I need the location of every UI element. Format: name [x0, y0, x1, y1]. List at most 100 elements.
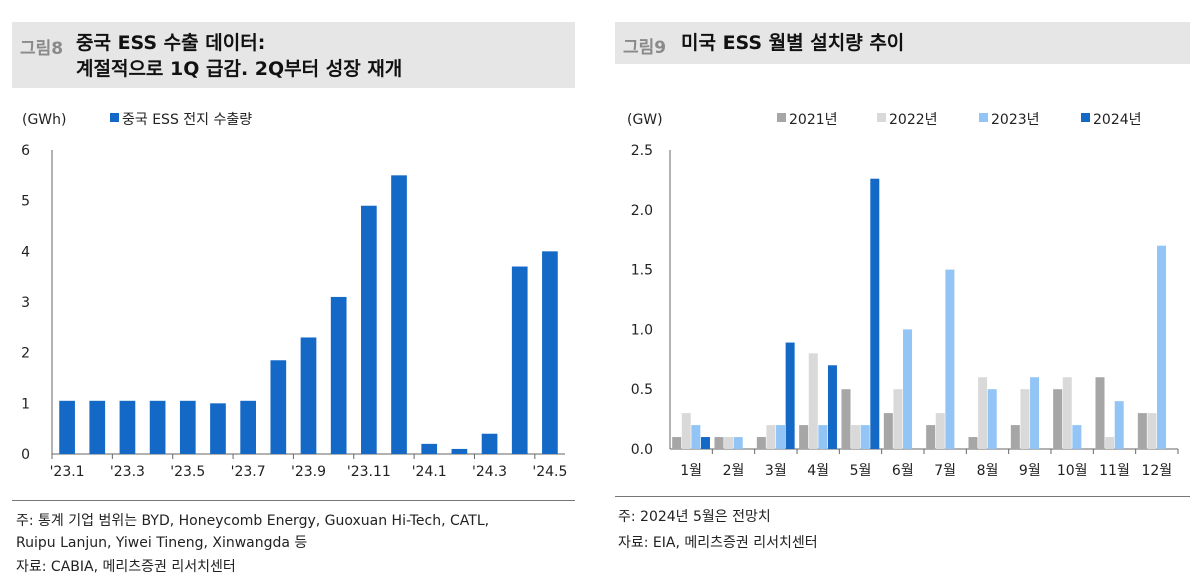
right-bar [1147, 413, 1157, 449]
right-x-tick-label: 4월 [807, 463, 829, 479]
right-legend-swatch [777, 113, 786, 122]
left-x-tick-label: '23.5 [170, 464, 205, 480]
left-x-tick-label: '23.9 [291, 464, 326, 480]
right-source: 자료: EIA, 메리츠증권 리서치센터 [618, 535, 818, 551]
right-y-tick-label: 0.5 [631, 382, 653, 398]
right-x-tick-label: 3월 [765, 463, 787, 479]
right-divider [615, 496, 1190, 497]
left-note-line-1: 주: 통계 기업 범위는 BYD, Honeycomb Energy, Guox… [16, 513, 490, 529]
left-x-tick-label: '23.1 [50, 464, 85, 480]
right-x-tick-label: 9월 [1019, 463, 1041, 479]
right-bar [903, 329, 913, 449]
left-x-tick-label: '24.5 [532, 464, 567, 480]
left-legend-swatch [110, 113, 119, 122]
right-bar [808, 353, 818, 449]
right-legend-swatch [979, 113, 988, 122]
right-bar [776, 425, 786, 449]
left-bar [481, 433, 498, 454]
left-bar [149, 400, 166, 454]
right-figure-title: 미국 ESS 월별 설치량 추이 [681, 32, 905, 54]
right-bar [1157, 245, 1167, 449]
right-bar [1010, 425, 1020, 449]
left-x-tick-label: '24.1 [412, 464, 447, 480]
right-bar [987, 389, 997, 449]
right-bar [968, 437, 978, 449]
right-bar [785, 342, 795, 449]
left-y-tick-label: 6 [21, 143, 30, 159]
right-x-tick-label: 11월 [1099, 463, 1130, 479]
left-y-tick-label: 1 [21, 396, 30, 412]
left-figure-title-line1: 중국 ESS 수출 데이터: [76, 32, 266, 54]
right-bar [1020, 389, 1030, 449]
left-y-tick-label: 0 [21, 447, 30, 463]
right-bar [714, 437, 724, 449]
right-bar [926, 425, 936, 449]
right-bar [1030, 377, 1040, 449]
right-legend-label: 2022년 [889, 112, 938, 128]
left-figure-header: 그림8 중국 ESS 수출 데이터: 계절적으로 1Q 급감. 2Q부터 성장 … [12, 22, 575, 88]
left-x-tick-label: '24.3 [472, 464, 507, 480]
right-bar [1105, 437, 1115, 449]
right-chart: (GW) 2021년 2022년 2023년 2024년 0.0 0.5 1.0 1.5 2.0 2… [627, 112, 1179, 479]
right-bar [893, 389, 903, 449]
right-legend-swatch [877, 113, 886, 122]
right-y-tick-label: 0.0 [631, 442, 653, 458]
left-bar [542, 251, 558, 454]
right-legend-swatch [1081, 113, 1090, 122]
left-unit-label: (GWh) [22, 112, 67, 128]
right-y-tick-label: 2.5 [631, 143, 653, 159]
right-x-tick-label: 12월 [1141, 463, 1172, 479]
left-x-tick-label: '23.3 [110, 464, 145, 480]
left-bar [451, 448, 468, 454]
right-bar [1072, 425, 1082, 449]
left-bar [511, 266, 528, 454]
right-x-tick-label: 6월 [892, 463, 914, 479]
left-bar [119, 400, 136, 454]
left-y-tick-label: 5 [21, 194, 30, 210]
left-legend-label: 중국 ESS 전지 수출량 [122, 112, 252, 128]
left-bar [330, 296, 347, 454]
right-bar [700, 437, 710, 449]
left-note-line-2: Ruipu Lanjun, Yiwei Tineng, Xinwangda 등 [16, 535, 308, 551]
right-bar [860, 425, 870, 449]
right-x-tick-label: 8월 [977, 463, 999, 479]
left-chart: (GWh) 중국 ESS 전지 수출량 0 1 2 3 4 5 6 '23.1 '23.3 '23.5… [21, 112, 567, 480]
left-figure-label: 그림8 [20, 39, 64, 59]
left-divider [12, 500, 575, 501]
right-bar [691, 425, 701, 449]
left-y-tick-label: 3 [21, 295, 30, 311]
left-bar [361, 205, 377, 454]
left-bar [270, 360, 287, 454]
right-bar [978, 377, 988, 449]
right-bar [733, 437, 743, 449]
right-x-tick-label: 10월 [1057, 463, 1088, 479]
right-bar [1062, 377, 1072, 449]
left-bar [300, 337, 317, 454]
left-bar [179, 400, 196, 454]
right-note: 주: 2024년 5월은 전망치 [618, 509, 771, 525]
right-bar [1137, 413, 1147, 449]
left-source: 자료: CABIA, 메리츠증권 리서치센터 [16, 559, 236, 575]
right-bar [724, 437, 734, 449]
right-bar [851, 425, 861, 449]
right-bar [766, 425, 776, 449]
right-x-tick-label: 5월 [850, 463, 872, 479]
right-figure-header: 그림9 미국 ESS 월별 설치량 추이 [615, 22, 1190, 64]
right-bar [681, 413, 691, 449]
left-x-tick-label: '23.7 [231, 464, 266, 480]
right-legend-label: 2023년 [991, 112, 1040, 128]
left-figure-title-line2: 계절적으로 1Q 급감. 2Q부터 성장 재개 [76, 58, 403, 80]
right-x-tick-label: 1월 [680, 463, 702, 479]
right-bar [935, 413, 945, 449]
right-bar [799, 425, 809, 449]
right-y-tick-label: 1.5 [631, 263, 653, 279]
right-bar [883, 413, 893, 449]
right-bar [870, 178, 880, 449]
left-y-tick-label: 4 [21, 244, 30, 260]
right-bar [841, 389, 851, 449]
right-bar [756, 437, 766, 449]
right-x-tick-label: 2월 [723, 463, 745, 479]
right-bar [1114, 401, 1124, 449]
right-figure-label: 그림9 [623, 38, 667, 58]
right-x-tick-label: 7월 [934, 463, 956, 479]
